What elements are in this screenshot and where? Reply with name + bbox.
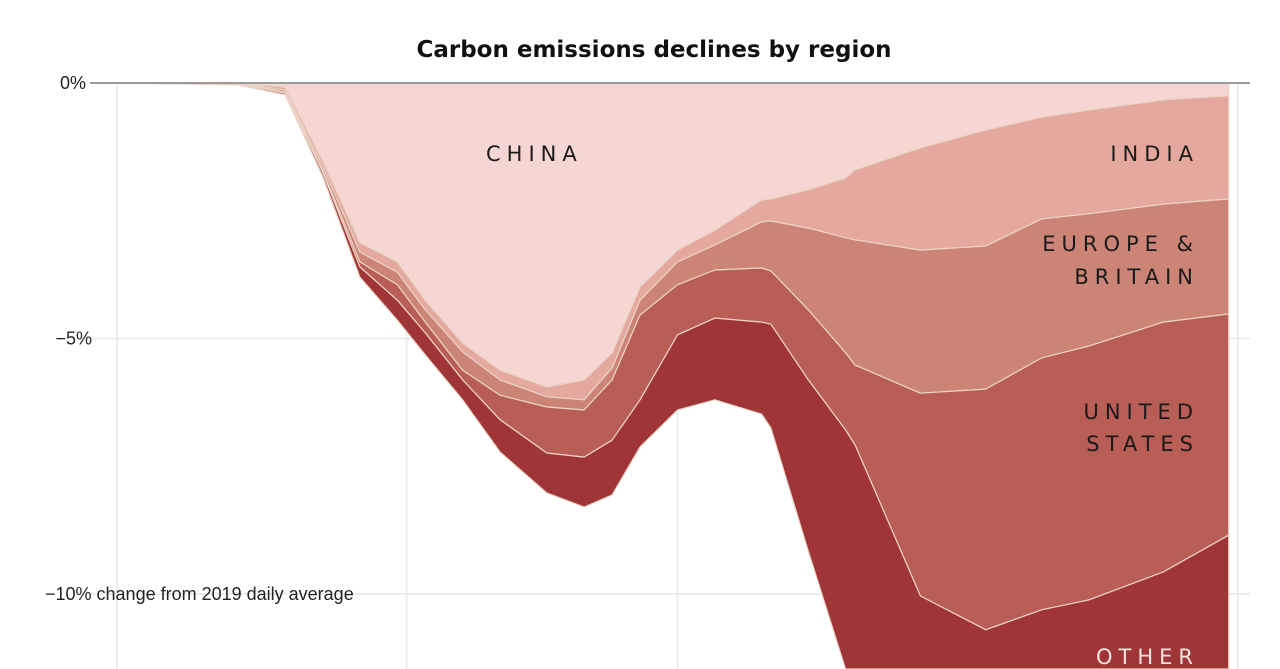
area-layers	[116, 82, 1230, 669]
label-us-line2: STATES	[1086, 432, 1199, 456]
chart-title: Carbon emissions declines by region	[416, 37, 891, 63]
label-other: OTHER	[1096, 645, 1199, 669]
label-europe-line1: EUROPE &	[1042, 232, 1199, 256]
label-europe-line2: BRITAIN	[1074, 265, 1199, 289]
y-tick-label: −10% change from 2019 daily average	[45, 584, 354, 604]
label-india: INDIA	[1110, 142, 1199, 166]
y-tick-label: −5%	[55, 329, 92, 349]
label-china: CHINA	[486, 142, 583, 166]
area-other	[116, 82, 1230, 669]
y-axis-ticks: 0% −5% −10% change from 2019 daily average	[45, 73, 354, 604]
y-tick-label: 0%	[60, 73, 86, 93]
label-us-line1: UNITED	[1083, 400, 1199, 424]
